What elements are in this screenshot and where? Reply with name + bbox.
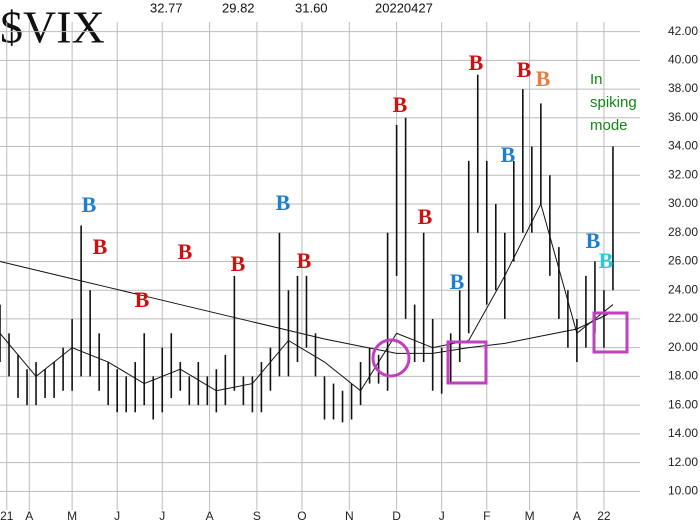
signal-label: B bbox=[135, 287, 150, 312]
x-tick-label: M bbox=[67, 509, 77, 523]
y-tick-label: 36.00 bbox=[668, 110, 698, 124]
x-tick-label: 21 bbox=[0, 509, 14, 523]
signal-label: B bbox=[418, 204, 433, 229]
signal-label: B bbox=[450, 269, 465, 294]
signal-label: B bbox=[297, 248, 312, 273]
moving-average bbox=[0, 260, 614, 354]
signal-label: B bbox=[517, 57, 532, 82]
y-tick-label: 26.00 bbox=[668, 254, 698, 268]
x-tick-label: J bbox=[159, 509, 165, 523]
x-tick-label: A bbox=[573, 509, 581, 523]
y-tick-label: 12.00 bbox=[668, 455, 698, 469]
y-tick-label: 34.00 bbox=[668, 139, 698, 153]
signal-label: B bbox=[536, 66, 551, 91]
header-value: 31.60 bbox=[295, 0, 328, 15]
signal-label: B bbox=[82, 192, 97, 217]
y-tick-label: 30.00 bbox=[668, 196, 698, 210]
signal-label: B bbox=[393, 92, 408, 117]
y-tick-label: 28.00 bbox=[668, 225, 698, 239]
signal-label: B bbox=[231, 251, 246, 276]
x-tick-label: O bbox=[297, 509, 306, 523]
y-tick-label: 42.00 bbox=[668, 24, 698, 38]
y-tick-label: 40.00 bbox=[668, 53, 698, 67]
x-tick-label: A bbox=[206, 509, 214, 523]
x-tick-label: J bbox=[439, 509, 445, 523]
y-tick-label: 14.00 bbox=[668, 426, 698, 440]
y-tick-label: 16.00 bbox=[668, 397, 698, 411]
note-text: In bbox=[590, 71, 603, 88]
header-value: 20220427 bbox=[375, 0, 433, 15]
grid: 10.00 12.00 14.00 16.00 18.00 20.00 22.00 24.00… bbox=[0, 22, 698, 523]
y-tick-label: 38.00 bbox=[668, 81, 698, 95]
x-tick-label: N bbox=[345, 509, 354, 523]
moving-average bbox=[0, 202, 614, 392]
x-tick-label: A bbox=[25, 509, 33, 523]
header-value: 32.77 bbox=[150, 0, 183, 15]
y-tick-label: 18.00 bbox=[668, 369, 698, 383]
x-tick-label: J bbox=[114, 509, 120, 523]
x-tick-label: D bbox=[392, 509, 401, 523]
x-tick-label: 22 bbox=[597, 509, 611, 523]
y-tick-label: 22.00 bbox=[668, 311, 698, 325]
signal-label: B bbox=[586, 228, 601, 253]
y-tick-label: 10.00 bbox=[668, 483, 698, 497]
note-text: spiking bbox=[590, 94, 637, 111]
y-tick-label: 32.00 bbox=[668, 167, 698, 181]
signal-label: B bbox=[178, 239, 193, 264]
y-tick-label: 20.00 bbox=[668, 340, 698, 354]
signal-label: B bbox=[599, 248, 614, 273]
x-tick-label: M bbox=[525, 509, 535, 523]
note-text: mode bbox=[590, 117, 628, 134]
signal-label: B bbox=[501, 142, 516, 167]
header-value: 29.82 bbox=[222, 0, 255, 15]
x-tick-label: F bbox=[483, 509, 490, 523]
x-tick-label: S bbox=[253, 509, 261, 523]
signal-label: B bbox=[93, 234, 108, 259]
plot bbox=[0, 74, 614, 423]
highlight-box bbox=[446, 340, 488, 385]
signal-label: B bbox=[276, 190, 291, 215]
highlight-box bbox=[592, 311, 629, 354]
highlight-circle bbox=[371, 338, 411, 378]
chart-title: $VIX bbox=[0, 2, 105, 53]
signal-label: B bbox=[469, 50, 484, 75]
y-tick-label: 24.00 bbox=[668, 282, 698, 296]
